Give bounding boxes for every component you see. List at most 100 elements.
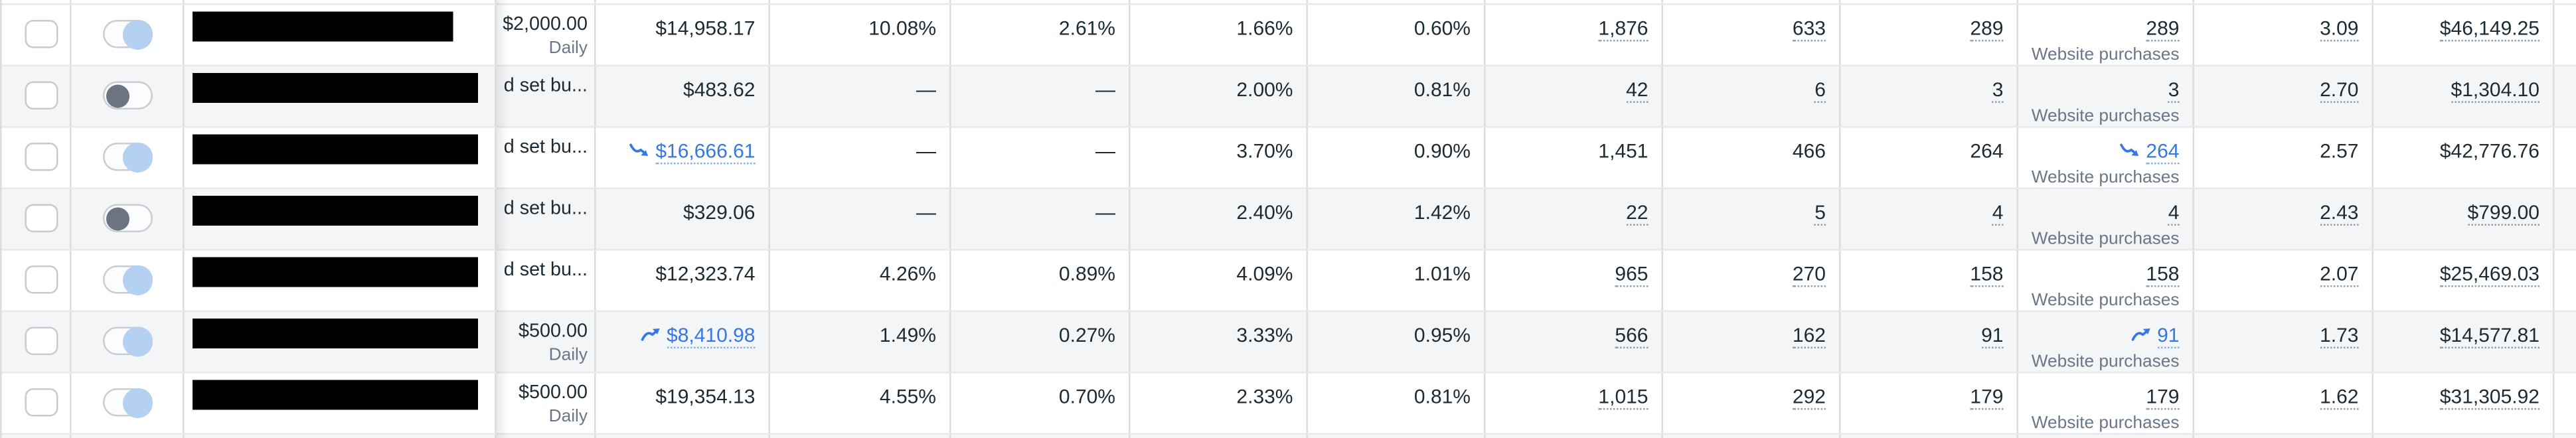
roas-cell: 2.07	[2194, 250, 2374, 311]
purchase-value[interactable]: $25,469.03	[2439, 262, 2539, 287]
roas-value[interactable]: 2.70	[2320, 78, 2359, 103]
roas-value[interactable]: 1.62	[2320, 385, 2359, 410]
delivery-toggle-off[interactable]	[103, 204, 153, 232]
metric-cell: 162	[1663, 312, 1841, 372]
filler-cell	[2555, 312, 2576, 372]
toggle-knob	[123, 326, 153, 356]
metric-cell: 4.09%	[1131, 250, 1308, 311]
purchase-value: $42,776.76	[2439, 139, 2539, 163]
results-cell: 91 Website purchases	[2018, 312, 2194, 372]
metric-value: 10.08%	[868, 17, 936, 40]
metric-value: 4.55%	[879, 385, 936, 408]
redacted-campaign-name	[193, 11, 453, 42]
purchase-value[interactable]: $46,149.25	[2439, 17, 2539, 42]
metric-value[interactable]: 158	[1970, 262, 2004, 287]
budget-value-truncated: d set bu...	[503, 76, 588, 96]
metric-value[interactable]: 179	[1970, 385, 2004, 410]
metric-value[interactable]: 22	[1626, 200, 1649, 226]
results-trend-link[interactable]: 91	[2157, 323, 2180, 348]
roas-value[interactable]: 2.43	[2320, 200, 2359, 226]
metric-cell: 4.55%	[770, 373, 951, 433]
metric-value[interactable]: 633	[1792, 17, 1826, 42]
delivery-toggle-on[interactable]	[103, 141, 153, 172]
metric-value[interactable]: 42	[1626, 78, 1649, 103]
metric-value[interactable]: 162	[1792, 323, 1826, 348]
metric-value: 2.40%	[1236, 200, 1293, 224]
budget-cell: d set bu...	[497, 250, 596, 311]
roas-value[interactable]: 1.73	[2320, 323, 2359, 348]
results-value[interactable]: 3	[2168, 78, 2180, 103]
delivery-cell	[72, 5, 185, 65]
metric-value[interactable]: 4	[1992, 200, 2004, 226]
row-checkbox[interactable]	[25, 20, 58, 48]
table-row: d set bu... $329.06 — — 2.40% 1.42% 22 5…	[1, 189, 2576, 251]
sliver-cell	[185, 0, 497, 3]
delivery-toggle-on[interactable]	[103, 264, 153, 295]
metric-value: —	[916, 139, 936, 163]
row-checkbox[interactable]	[25, 143, 58, 171]
delivery-cell	[72, 66, 185, 126]
metric-value: 4.26%	[879, 262, 936, 285]
metric-value[interactable]: 3	[1992, 78, 2004, 103]
metric-value: 0.27%	[1058, 323, 1115, 347]
roas-value[interactable]: 3.09	[2320, 17, 2359, 42]
metric-value[interactable]: 965	[1615, 262, 1649, 287]
sliver-cell	[2194, 435, 2374, 438]
results-value[interactable]: 179	[2146, 385, 2180, 410]
budget-frequency: Daily	[548, 345, 588, 365]
delivery-toggle-on[interactable]	[103, 387, 153, 417]
metric-cell: 1,015	[1486, 373, 1663, 433]
metric-value[interactable]: 289	[1970, 17, 2004, 42]
metric-value: 3.70%	[1236, 139, 1293, 163]
purchase-value[interactable]: $1,304.10	[2451, 78, 2539, 103]
filler-cell	[2555, 189, 2576, 249]
sliver-cell	[1308, 435, 1486, 438]
row-checkbox[interactable]	[25, 204, 58, 232]
metric-value[interactable]: 270	[1792, 262, 1826, 287]
row-checkbox[interactable]	[25, 388, 58, 417]
filler-cell	[2555, 251, 2576, 311]
trend-down-icon	[629, 143, 648, 156]
toggle-knob	[106, 84, 129, 108]
metric-value[interactable]: 1,876	[1598, 17, 1649, 42]
sliver-cell	[1486, 0, 1663, 3]
metric-value[interactable]: 91	[1981, 323, 2004, 348]
sliver-cell	[1308, 0, 1486, 3]
row-checkbox[interactable]	[25, 265, 58, 294]
purchase-value-cell: $1,304.10	[2374, 66, 2555, 126]
metric-value[interactable]: 6	[1814, 78, 1826, 103]
results-value[interactable]: 158	[2146, 262, 2180, 287]
row-checkbox[interactable]	[25, 327, 58, 355]
sliver-cell	[2555, 0, 2576, 3]
results-cell: 179 Website purchases	[2018, 373, 2194, 433]
sliver-cell	[2, 0, 72, 3]
metric-value[interactable]: 566	[1615, 323, 1649, 348]
amount-spent-value: $483.62	[683, 78, 756, 102]
row-checkbox[interactable]	[25, 81, 58, 110]
sliver-cell	[2194, 0, 2374, 3]
purchase-value-cell: $42,776.76	[2374, 127, 2555, 188]
delivery-toggle-on[interactable]	[103, 19, 153, 49]
results-value[interactable]: 289	[2146, 17, 2180, 42]
purchase-value[interactable]: $14,577.81	[2439, 323, 2539, 348]
metric-cell: 1.49%	[770, 312, 951, 372]
amount-spent-trend-link[interactable]: $16,666.61	[655, 139, 756, 165]
results-trend-link[interactable]: 264	[2146, 139, 2180, 165]
metric-value[interactable]: 1,015	[1598, 385, 1649, 410]
roas-value[interactable]: 2.07	[2320, 262, 2359, 287]
amount-spent-trend-link[interactable]: $8,410.98	[667, 323, 756, 348]
metric-value[interactable]: 292	[1792, 385, 1826, 410]
results-value[interactable]: 4	[2168, 200, 2180, 226]
amount-spent-cell: $14,958.17	[596, 5, 770, 65]
delivery-toggle-on[interactable]	[103, 326, 153, 356]
purchase-value[interactable]: $799.00	[2467, 200, 2539, 226]
amount-spent-cell: $329.06	[596, 189, 770, 249]
budget-cell: d set bu...	[497, 127, 596, 188]
metric-value: 466	[1792, 139, 1826, 163]
delivery-toggle-off[interactable]	[103, 81, 153, 110]
metric-value: 0.81%	[1413, 385, 1471, 408]
purchase-value[interactable]: $31,305.92	[2439, 385, 2539, 410]
metric-cell: 1,876	[1486, 5, 1663, 65]
metric-value[interactable]: 5	[1814, 200, 1826, 226]
